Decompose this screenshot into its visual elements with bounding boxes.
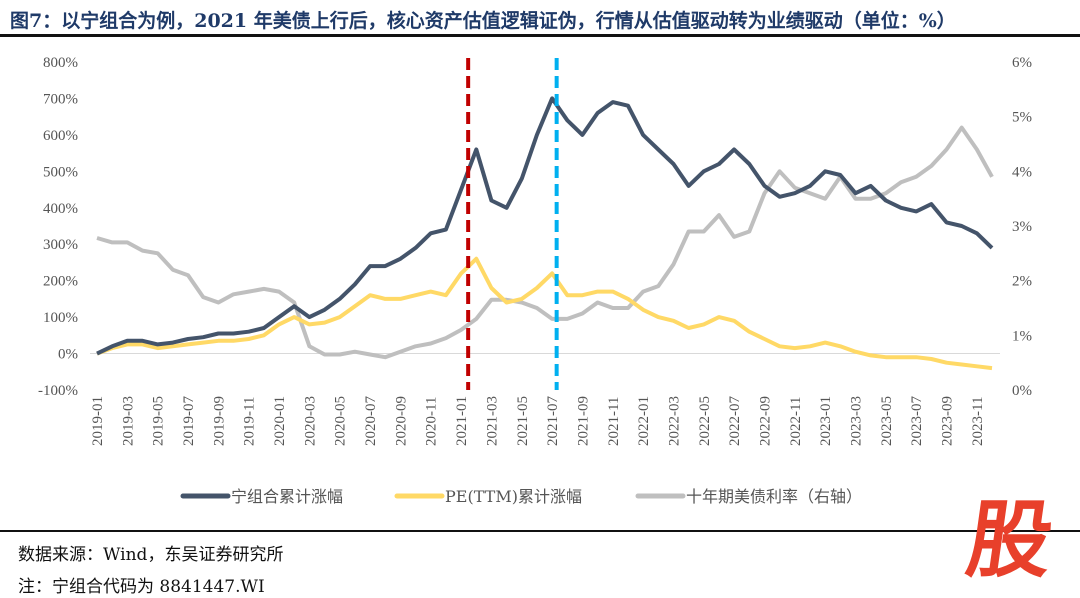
watermark-logo: 股 [961,491,1059,589]
x-tick-label: 2022-03 [666,396,682,446]
x-tick-label: 2023-01 [818,396,834,446]
x-tick-label: 2020-09 [393,396,409,446]
left-tick-label: 400% [43,201,78,217]
x-tick-label: 2020-05 [333,396,349,446]
left-tick-label: 300% [43,237,78,253]
x-tick-label: 2020-03 [302,396,318,446]
right-tick-label: 0% [1012,383,1032,399]
x-tick-label: 2023-03 [849,396,865,446]
left-tick-label: 100% [43,310,78,326]
right-tick-label: 2% [1012,274,1032,290]
x-tick-label: 2020-01 [272,396,288,446]
x-tick-label: 2019-05 [151,396,167,446]
legend-label: PE(TTM)累计涨幅 [445,487,582,506]
left-tick-label: 0% [58,347,78,363]
series-line-1 [96,256,993,371]
left-tick-label: 700% [43,91,78,107]
x-tick-label: 2021-09 [575,396,591,446]
x-tick-label: 2023-05 [879,396,895,446]
x-tick-label: 2020-07 [363,396,379,446]
right-tick-label: 1% [1012,328,1032,344]
x-tick-label: 2019-01 [90,396,106,446]
x-tick-label: 2019-09 [211,396,227,446]
x-tick-label: 2020-11 [424,397,440,446]
x-tick-label: 2023-11 [970,397,986,446]
x-tick-label: 2019-03 [120,396,136,446]
right-tick-label: 5% [1012,110,1032,126]
legend-label: 十年期美债利率（右轴） [686,487,862,506]
right-tick-label: 6% [1012,55,1032,71]
top-rule [0,34,1080,37]
left-tick-label: -100% [38,383,78,399]
x-tick-label: 2023-09 [940,396,956,446]
bottom-rule [0,530,1080,532]
x-tick-label: 2022-01 [636,396,652,446]
left-tick-label: 200% [43,274,78,290]
figure-title: 图7：以宁组合为例，2021 年美债上行后，核心资产估值逻辑证伪，行情从估值驱动… [10,10,956,32]
source-text: 数据来源：Wind，东吴证券研究所 [18,545,284,565]
x-tick-label: 2022-07 [727,396,743,446]
x-tick-label: 2022-09 [757,396,773,446]
left-tick-label: 800% [43,55,78,71]
x-tick-label: 2021-03 [484,396,500,446]
x-tick-label: 2019-11 [242,397,258,446]
note-text: 注：宁组合代码为 8841447.WI [18,577,265,597]
right-tick-label: 3% [1012,219,1032,235]
left-tick-label: 600% [43,128,78,144]
right-tick-label: 4% [1012,164,1032,180]
line-chart: -100% 0% 100% 200% 300% 400% 500% 600% 700% 800% 0… [38,55,1032,506]
x-tick-label: 2021-01 [454,396,470,446]
x-tick-label: 2019-07 [181,396,197,446]
legend-label: 宁组合累计涨幅 [231,487,343,506]
left-tick-label: 500% [43,164,78,180]
x-tick-label: 2023-07 [909,396,925,446]
series-line-2 [96,125,994,360]
x-tick-label: 2021-05 [515,396,531,446]
x-tick-label: 2022-11 [788,397,804,446]
x-tick-label: 2021-11 [606,397,622,446]
x-tick-label: 2021-07 [545,396,561,446]
x-tick-label: 2022-05 [697,396,713,446]
series-line-0 [96,96,994,356]
